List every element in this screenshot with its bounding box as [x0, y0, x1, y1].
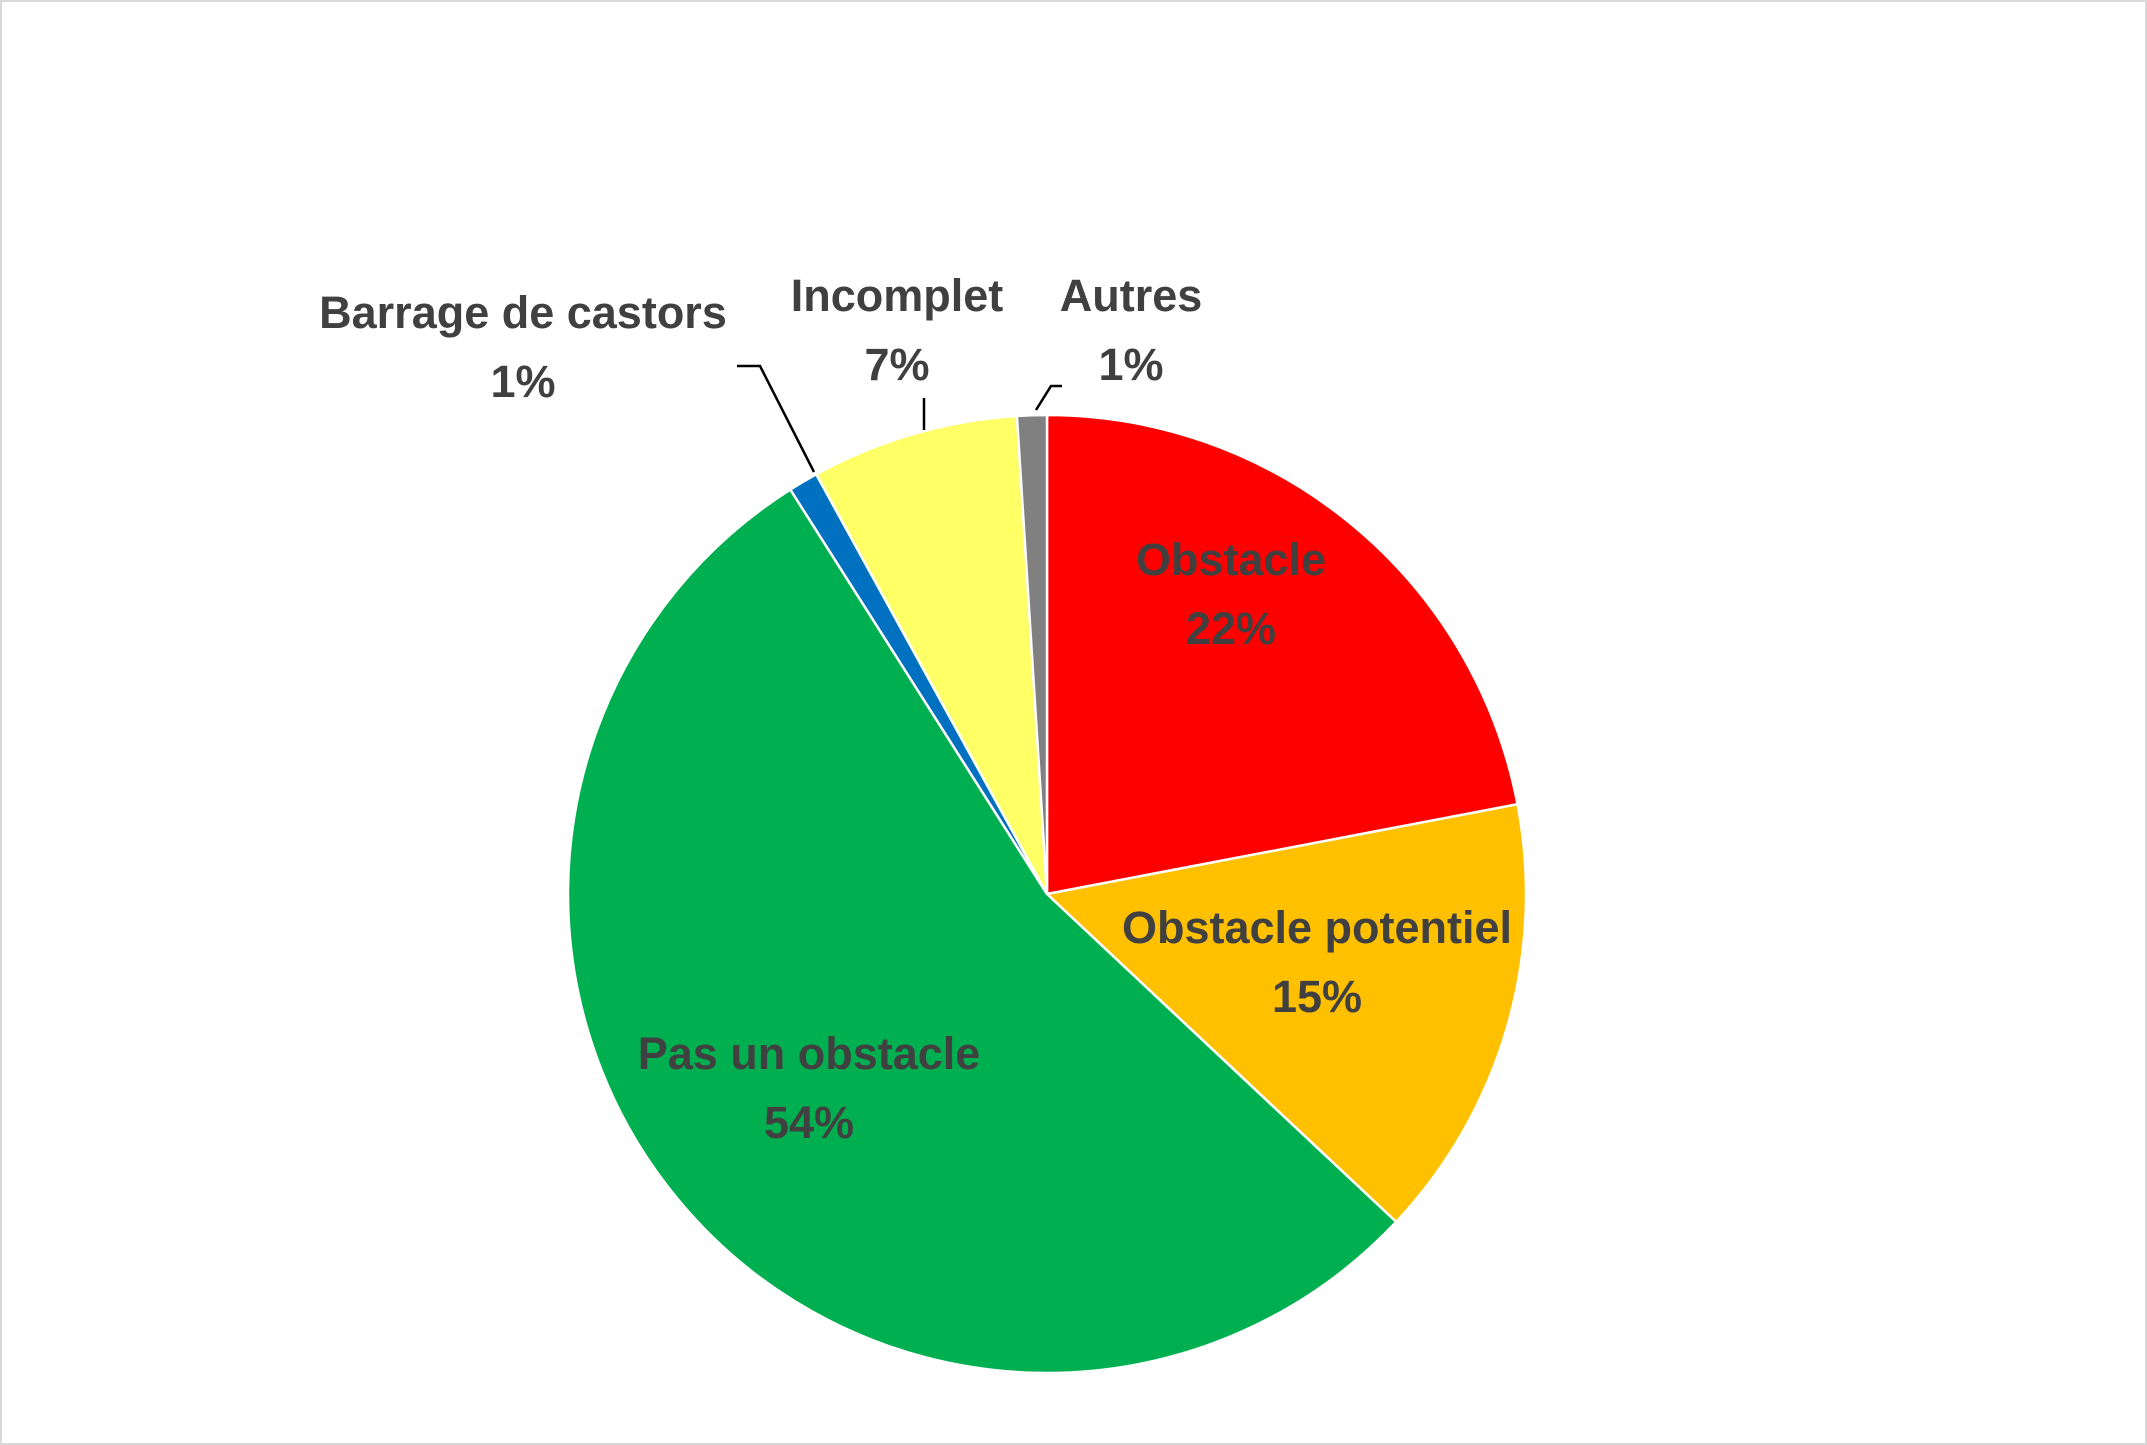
labels: Obstacle 22% Obstacle potentiel 15% Pas un o… [319, 270, 1512, 1148]
pie-slice [566, 487, 1398, 1375]
pie [566, 413, 1528, 1375]
category-label: Pas un obstacle [638, 1028, 981, 1079]
pie-slice [1015, 413, 1049, 895]
value-label: 54% [764, 1097, 854, 1148]
category-label: Obstacle potentiel [1122, 902, 1512, 953]
leader-line [1034, 384, 1062, 411]
category-label: Autres [1060, 270, 1203, 321]
category-label: Obstacle [1136, 534, 1326, 585]
value-label: 7% [864, 339, 929, 390]
leader-line [737, 364, 816, 473]
category-label: Barrage de castors [319, 287, 727, 338]
value-label: 15% [1272, 971, 1362, 1022]
value-label: 1% [490, 356, 555, 407]
pie-slice [1045, 413, 1519, 896]
value-label: 1% [1098, 339, 1163, 390]
category-label: Incomplet [791, 270, 1004, 321]
leader-lines [737, 364, 1062, 473]
value-label: 22% [1186, 603, 1276, 654]
pie-slice [1044, 802, 1528, 1224]
pie-slice [814, 414, 1049, 895]
